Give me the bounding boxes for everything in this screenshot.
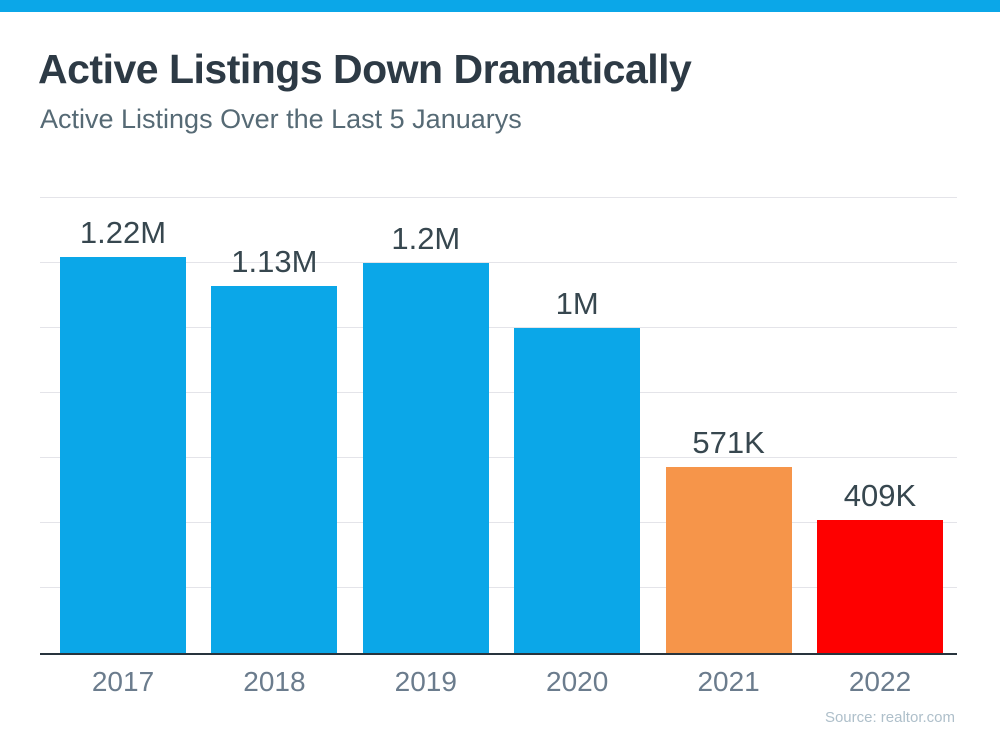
bar-2021 [665, 467, 792, 653]
chart-title: Active Listings Down Dramatically [38, 46, 692, 92]
gridline [40, 262, 957, 263]
top-accent-band [0, 0, 1000, 12]
value-label-2021: 571K [692, 425, 765, 461]
value-label-2019: 1.2M [391, 221, 461, 256]
bar-2019 [362, 263, 489, 653]
x-axis-label-2022: 2022 [848, 666, 912, 697]
x-axis-label-2021: 2021 [697, 666, 760, 697]
x-axis-label-2017: 2017 [91, 666, 155, 697]
value-label-2017: 1.22M [79, 214, 167, 250]
value-label-2022: 409K [843, 478, 917, 514]
gridline [40, 522, 957, 523]
x-axis-baseline [40, 653, 957, 655]
value-label-2018: 1.13M [231, 243, 318, 279]
bar-2018 [211, 285, 338, 653]
gridline [40, 197, 957, 198]
plot-area: 1.22M 1.13M 1.2M 1M 571K 409K [40, 197, 957, 655]
bar-2020 [514, 328, 641, 653]
gridline [40, 327, 957, 328]
gridline [40, 392, 957, 393]
x-axis-label-2018: 2018 [243, 666, 306, 697]
x-axis-label-2020: 2020 [546, 666, 609, 697]
value-label-2020: 1M [555, 286, 599, 321]
x-axis-labels: 2017 2018 2019 2020 2021 2022 [40, 668, 957, 698]
x-axis-label-2019: 2019 [394, 666, 457, 697]
bar-2022 [817, 520, 943, 653]
gridline [40, 587, 957, 588]
gridline [40, 457, 957, 458]
bar-2017 [60, 256, 186, 653]
chart-subtitle: Active Listings Over the Last 5 Januarys [40, 104, 522, 134]
source-attribution: Source: realtor.com [824, 709, 955, 726]
